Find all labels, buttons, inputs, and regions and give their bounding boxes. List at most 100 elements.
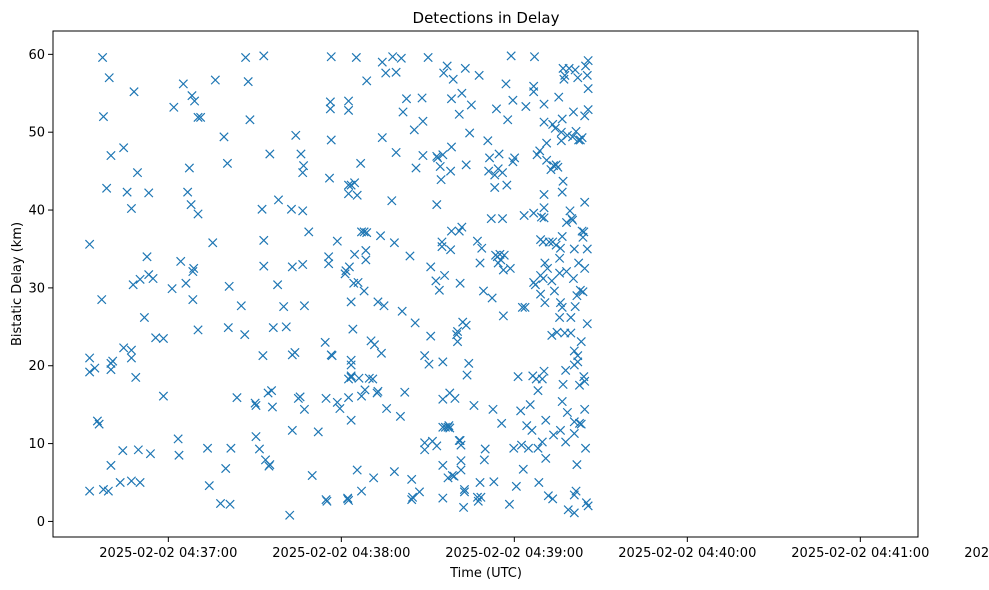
data-point xyxy=(325,97,336,107)
data-point xyxy=(84,239,95,249)
data-point xyxy=(558,379,568,390)
data-point xyxy=(335,403,345,414)
data-point xyxy=(438,150,448,160)
data-point xyxy=(562,407,573,418)
data-point xyxy=(461,320,471,330)
data-point xyxy=(407,474,417,485)
data-point xyxy=(503,115,513,125)
data-point xyxy=(352,190,362,200)
data-point xyxy=(583,55,593,66)
data-point xyxy=(126,353,137,363)
data-point xyxy=(434,285,444,295)
data-point xyxy=(349,249,360,260)
data-point xyxy=(535,289,546,299)
data-point xyxy=(401,94,412,104)
data-point xyxy=(324,252,334,262)
data-point xyxy=(407,495,417,505)
data-point xyxy=(540,298,550,308)
data-point xyxy=(322,496,332,506)
data-point xyxy=(583,105,593,115)
data-point xyxy=(343,493,353,503)
data-point xyxy=(438,357,448,367)
data-point xyxy=(176,256,186,267)
data-point xyxy=(575,285,585,295)
data-point xyxy=(509,443,519,453)
data-point xyxy=(521,101,531,112)
x-axis-ticks: 2025-02-02 04:37:00 2025-02-02 04:38:00 20… xyxy=(99,537,989,561)
data-point xyxy=(354,373,364,383)
data-point xyxy=(420,350,430,361)
data-point xyxy=(193,112,203,123)
data-point xyxy=(135,274,145,284)
data-point xyxy=(540,258,550,268)
data-point xyxy=(361,245,371,256)
data-point xyxy=(558,176,568,186)
data-point xyxy=(232,393,242,403)
data-point xyxy=(324,259,334,269)
data-point xyxy=(579,227,589,237)
data-point xyxy=(511,481,521,492)
data-point xyxy=(286,204,297,214)
data-point xyxy=(128,280,138,290)
data-point xyxy=(265,459,275,470)
data-point xyxy=(369,473,379,483)
data-point xyxy=(550,123,560,133)
data-point xyxy=(450,393,460,404)
data-point xyxy=(547,276,557,286)
data-point xyxy=(295,392,305,402)
data-point xyxy=(352,465,362,475)
data-point xyxy=(373,297,383,307)
data-point xyxy=(447,470,457,481)
data-point xyxy=(411,163,421,173)
data-point xyxy=(565,206,575,216)
data-point xyxy=(396,53,406,63)
data-point xyxy=(564,63,574,73)
data-point xyxy=(480,444,490,454)
data-point xyxy=(142,252,152,262)
data-point xyxy=(569,346,579,356)
data-point xyxy=(259,51,269,61)
data-point xyxy=(535,146,545,156)
data-point xyxy=(580,61,591,71)
data-point xyxy=(573,73,583,83)
data-point xyxy=(569,244,579,254)
data-point xyxy=(97,52,108,63)
data-point xyxy=(530,280,541,290)
data-point xyxy=(184,163,195,173)
data-point xyxy=(245,115,255,125)
data-point xyxy=(539,189,549,200)
data-point xyxy=(259,235,269,246)
data-point xyxy=(488,404,498,414)
data-point xyxy=(437,242,447,252)
data-point xyxy=(574,418,585,428)
data-point xyxy=(567,132,578,142)
data-point xyxy=(407,492,418,502)
data-point xyxy=(566,312,576,323)
data-point xyxy=(226,443,236,453)
data-point xyxy=(369,340,380,350)
data-point xyxy=(432,441,442,451)
data-point xyxy=(483,136,493,146)
plot-frame xyxy=(52,30,919,538)
data-point xyxy=(439,270,450,281)
data-point xyxy=(513,372,523,382)
data-point xyxy=(459,484,470,495)
data-point xyxy=(542,138,552,148)
data-point xyxy=(539,213,549,223)
data-point xyxy=(484,166,494,176)
data-point xyxy=(486,213,496,224)
x-tick-label: 2025-02-02 04:39:00 xyxy=(445,546,583,561)
data-point xyxy=(563,505,573,515)
data-point xyxy=(356,158,366,168)
data-point xyxy=(484,153,495,163)
data-point xyxy=(448,74,458,84)
data-point xyxy=(98,112,109,122)
data-point xyxy=(349,178,360,188)
data-point xyxy=(405,251,415,261)
data-point xyxy=(561,217,572,228)
data-point xyxy=(356,391,367,401)
data-points xyxy=(84,51,593,520)
data-point xyxy=(389,238,400,248)
data-point xyxy=(582,244,592,254)
